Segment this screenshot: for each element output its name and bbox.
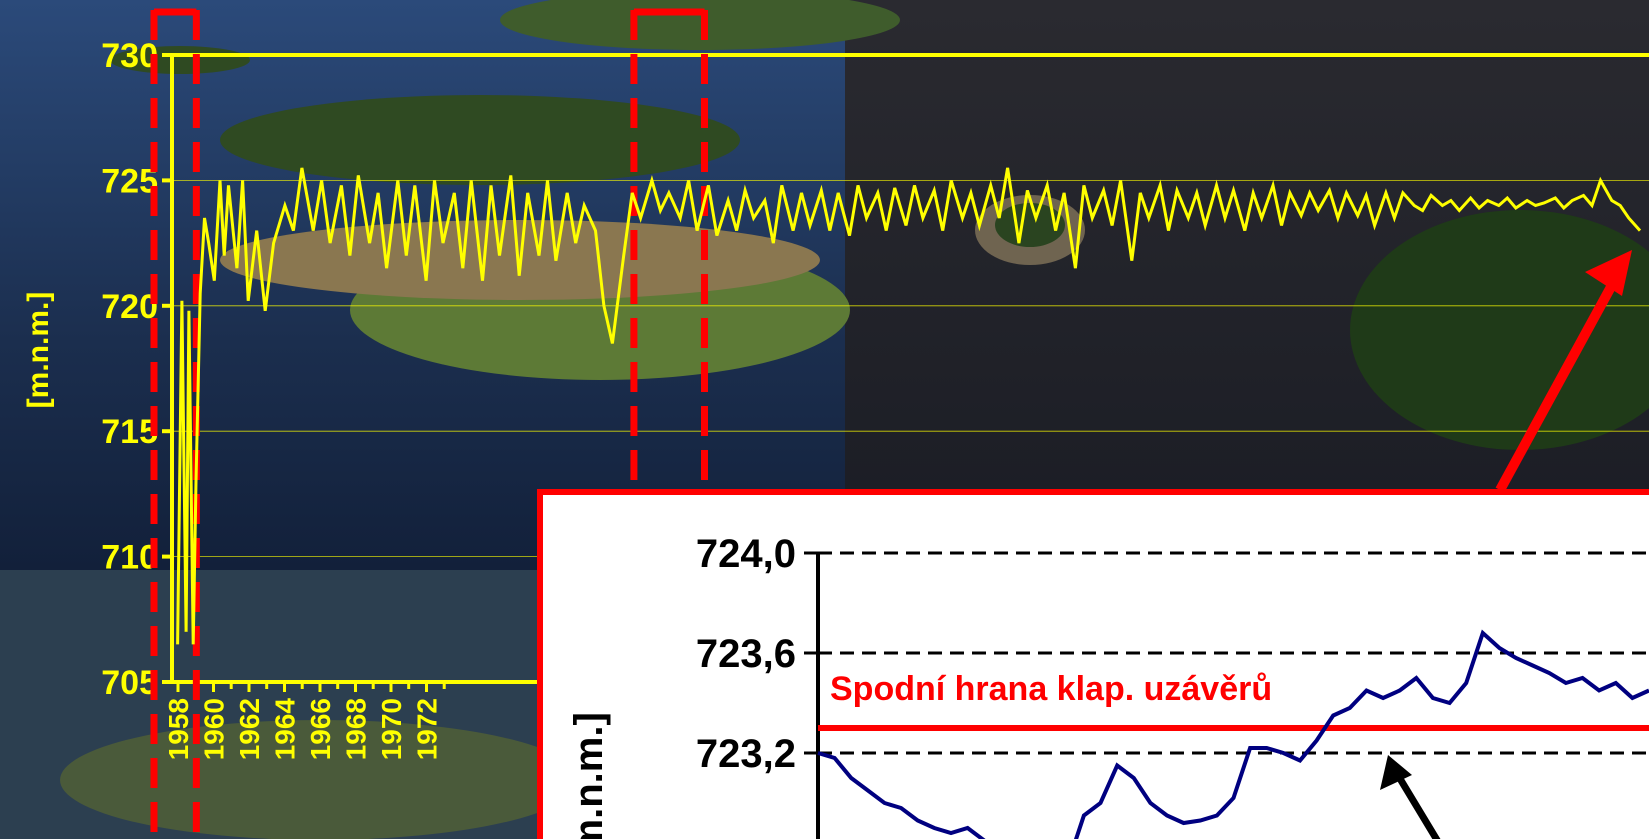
inset-chart: 724,0 723,6 723,2 722,8 [m.n.m.] Spodní hra… <box>537 489 1649 839</box>
axes <box>170 53 1649 684</box>
x-tick-label: 1962 <box>234 698 265 760</box>
reference-line-label: Spodní hrana klap. uzávěrů <box>830 670 1272 708</box>
x-tick-label: 1964 <box>270 698 301 761</box>
x-tick-labels: 1958 1960 1962 1964 1966 1968 1970 1972 <box>163 682 446 761</box>
inset-series-group <box>817 629 1649 839</box>
x-tick-label: 1960 <box>199 698 230 760</box>
y-tick-label: 715 <box>101 413 158 451</box>
x-tick-label: 1966 <box>305 698 336 760</box>
inset-y-tick-labels: 724,0 723,6 723,2 722,8 <box>696 532 818 839</box>
y-tick-labels: 705 710 715 720 725 730 <box>101 37 172 702</box>
inset-y-axis-label: [m.n.m.] <box>567 712 611 839</box>
series-group <box>176 167 1642 645</box>
x-tick-label: 1970 <box>376 698 407 760</box>
y-tick-label: 725 <box>101 162 158 200</box>
y-tick-label: 705 <box>101 664 158 702</box>
callout-arrow <box>1495 250 1632 493</box>
inset-y-tick-label: 723,2 <box>696 732 796 776</box>
inset-y-tick-label: 724,0 <box>696 532 796 576</box>
y-tick-label: 720 <box>101 288 158 326</box>
y-tick-label: 730 <box>101 37 158 75</box>
inset-y-tick-label: 723,6 <box>696 632 796 676</box>
series-line-water-level <box>176 167 1642 645</box>
y-tick-label: 710 <box>101 539 158 577</box>
x-tick-label: 1958 <box>163 698 194 760</box>
pointer-arrow <box>1380 755 1441 839</box>
x-tick-label: 1968 <box>341 698 372 760</box>
inset-series-line <box>817 629 1649 839</box>
inset-y-tick-label: 722,8 <box>696 832 796 839</box>
y-axis-label: [m.n.m.] <box>22 292 55 409</box>
x-tick-label: 1972 <box>412 698 443 760</box>
inset-frame <box>537 489 1649 839</box>
